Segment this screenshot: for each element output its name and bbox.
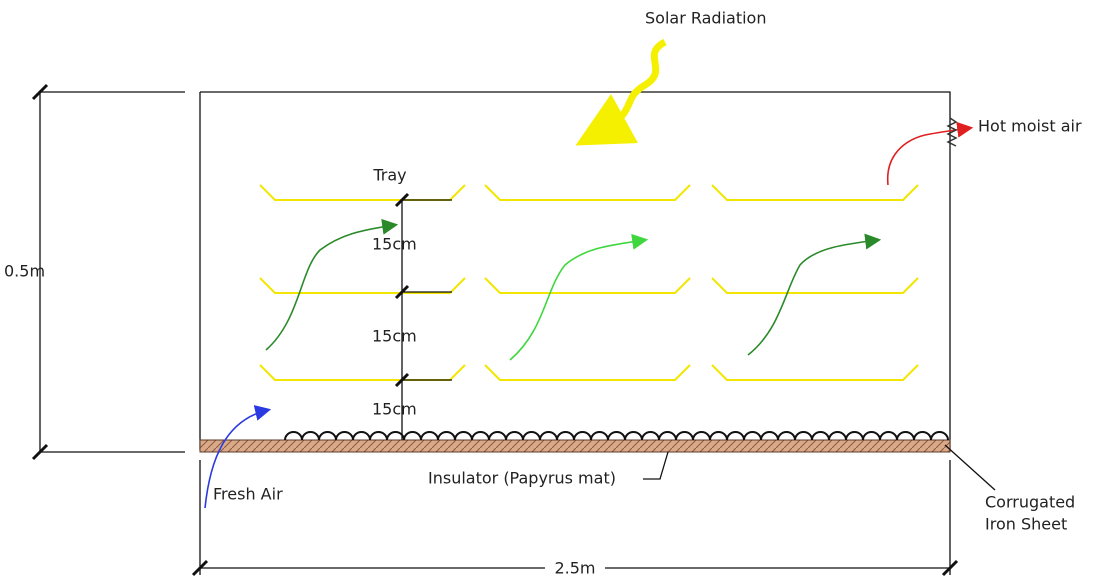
insulator-leader — [643, 451, 669, 480]
corrugation — [284, 431, 949, 441]
fresh-air-label: Fresh Air — [213, 485, 283, 504]
tray — [711, 277, 919, 294]
corrugated-label: Corrugated — [985, 493, 1075, 512]
fresh-air-arrow — [204, 405, 272, 509]
spacing-label: 15cm — [372, 400, 417, 419]
dimension-tick — [191, 559, 209, 577]
vent-mesh — [946, 117, 958, 147]
trays — [259, 184, 919, 381]
width-label: 2.5m — [554, 559, 595, 578]
hot-air-arrow — [887, 121, 974, 186]
tray — [711, 364, 919, 381]
corrugated-sheet — [284, 431, 949, 441]
spacing-extension — [402, 199, 452, 381]
tray-label: Tray — [372, 166, 406, 185]
dimension-tick — [394, 284, 410, 300]
corrugated-leader — [944, 444, 996, 491]
tray — [484, 364, 691, 381]
airflow-arrow — [747, 233, 882, 356]
insulator-label: Insulator (Papyrus mat) — [428, 469, 616, 488]
solar-arrow — [575, 38, 667, 146]
chamber-wall — [199, 91, 951, 450]
tray — [484, 184, 691, 201]
dimension-tick — [394, 372, 410, 388]
dimension-tick — [31, 83, 49, 101]
tray — [259, 364, 466, 381]
spacing-label: 15cm — [372, 327, 417, 346]
airflow-arrow — [265, 218, 399, 351]
dimension-tick — [31, 443, 49, 461]
height-label: 0.5m — [4, 262, 45, 281]
solar-label: Solar Radiation — [645, 9, 766, 28]
tray — [259, 277, 466, 294]
dimension-tick — [941, 559, 959, 577]
spacing-label: 15cm — [372, 235, 417, 254]
insulator-mat — [199, 439, 951, 453]
tray — [484, 277, 691, 294]
tray — [711, 184, 919, 201]
corrugated-label: Iron Sheet — [985, 515, 1067, 534]
airflow-arrow — [509, 233, 649, 361]
tray — [259, 184, 466, 201]
hot-air-label: Hot moist air — [978, 117, 1082, 136]
dimension-tick — [394, 192, 410, 208]
